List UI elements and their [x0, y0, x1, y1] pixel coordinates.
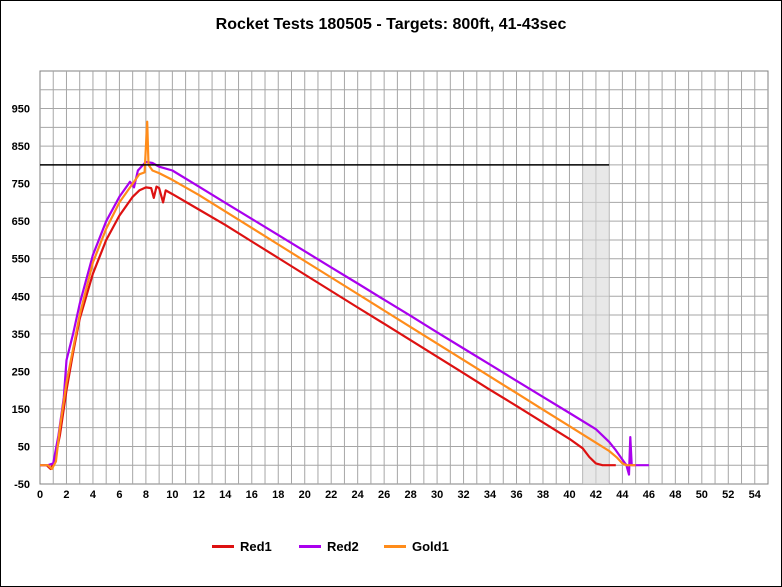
legend-item-red2: Red2 — [299, 536, 359, 556]
series-line-gold1 — [40, 120, 636, 471]
y-tick-label: 350 — [12, 329, 30, 341]
x-tick-label: 6 — [116, 489, 122, 501]
x-tick-label: 0 — [37, 489, 43, 501]
x-tick-label: 50 — [696, 489, 708, 501]
legend-item-red1: Red1 — [212, 536, 272, 556]
y-tick-label: 950 — [12, 104, 30, 116]
target-time-window — [582, 164, 610, 484]
horizontal-grid-lines — [40, 89, 768, 466]
x-tick-label: 26 — [378, 489, 390, 501]
x-tick-label: 44 — [616, 489, 629, 501]
y-tick-label: 850 — [12, 141, 30, 153]
x-tick-label: 24 — [352, 489, 365, 501]
x-tick-label: 8 — [143, 489, 149, 501]
legend-swatch-red2 — [299, 544, 321, 548]
y-tick-label: 150 — [12, 404, 30, 416]
x-tick-label: 40 — [563, 489, 575, 501]
target-window-layer — [582, 164, 610, 484]
x-tick-label: 34 — [484, 489, 497, 501]
x-tick-label: 36 — [510, 489, 522, 501]
legend-swatch-gold1 — [384, 544, 406, 548]
x-tick-label: 52 — [722, 489, 734, 501]
y-axis-ticks: -50 50 150 250 350 450 550 650 750 850 950 — [12, 104, 30, 491]
x-tick-label: 12 — [193, 489, 205, 501]
x-tick-label: 4 — [90, 489, 97, 501]
x-axis-ticks: 0 2 4 6 8 10 12 14 16 18 20 22 24 26 28 30 32 34 36 38 40 42 4… — [37, 489, 762, 501]
legend-item-gold1: Gold1 — [384, 536, 449, 556]
y-tick-label: -50 — [14, 479, 30, 491]
legend: Red1 Red2 Gold1 — [0, 536, 782, 556]
x-tick-label: 48 — [669, 489, 681, 501]
x-tick-label: 18 — [272, 489, 284, 501]
y-tick-label: 50 — [18, 441, 30, 453]
x-tick-label: 46 — [643, 489, 655, 501]
x-tick-label: 10 — [166, 489, 178, 501]
y-tick-label: 650 — [12, 216, 30, 228]
y-tick-label: 250 — [12, 366, 30, 378]
chart-title: Rocket Tests 180505 - Targets: 800ft, 41… — [215, 16, 567, 33]
x-tick-label: 54 — [749, 489, 762, 501]
x-tick-label: 38 — [537, 489, 549, 501]
y-tick-label: 750 — [12, 179, 30, 191]
series-layer — [40, 120, 649, 476]
legend-swatch-red1 — [212, 544, 234, 548]
x-tick-label: 22 — [325, 489, 337, 501]
legend-label-gold1: Gold1 — [412, 538, 449, 554]
x-tick-label: 32 — [457, 489, 469, 501]
series-line-red2 — [40, 160, 649, 476]
x-tick-label: 42 — [590, 489, 602, 501]
y-tick-label: 450 — [12, 291, 30, 303]
x-tick-label: 16 — [246, 489, 258, 501]
legend-label-red2: Red2 — [327, 538, 359, 554]
x-tick-label: 14 — [219, 489, 232, 501]
legend-label-red1: Red1 — [240, 538, 272, 554]
x-tick-label: 28 — [404, 489, 416, 501]
x-tick-label: 30 — [431, 489, 443, 501]
y-tick-label: 550 — [12, 254, 30, 266]
x-tick-label: 2 — [63, 489, 69, 501]
x-tick-label: 20 — [299, 489, 311, 501]
